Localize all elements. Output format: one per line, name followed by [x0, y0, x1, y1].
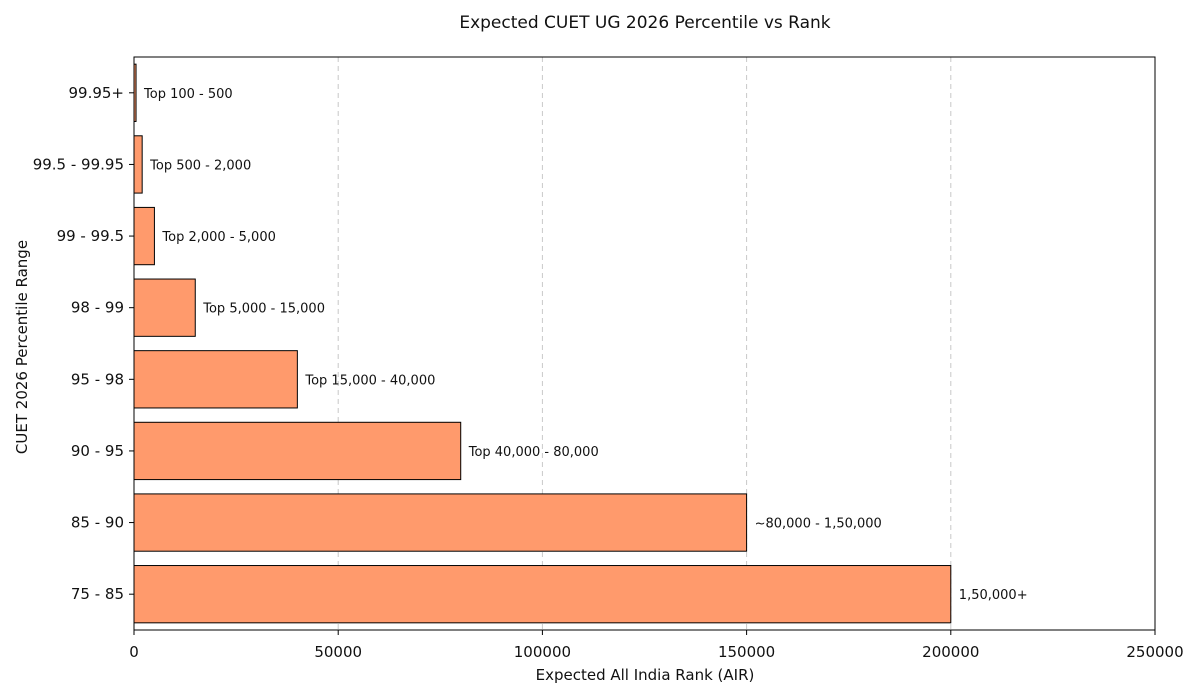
y-tick-label: 99.95+	[68, 84, 124, 102]
bar	[133, 135, 143, 194]
y-axis-ticks: 99.95+ 99.5 - 99.95 99 - 99.5 98 - 99 95 - 9…	[33, 84, 134, 603]
y-tick-label: 99.5 - 99.95	[33, 155, 124, 173]
chart-title: Expected CUET UG 2026 Percentile vs Rank	[459, 13, 830, 33]
bar	[133, 421, 462, 481]
bar-value-label: Top 40,000 - 80,000	[468, 445, 599, 460]
x-tick-label: 250000	[1126, 643, 1183, 661]
bar-value-label: Top 15,000 - 40,000	[304, 373, 435, 388]
x-axis-label: Expected All India Rank (AIR)	[536, 666, 755, 684]
y-tick-label: 75 - 85	[71, 585, 124, 603]
plot-frame	[133, 56, 1156, 631]
y-tick-label: 99 - 99.5	[57, 227, 124, 245]
y-tick-label: 85 - 90	[71, 514, 124, 532]
bars	[133, 63, 952, 624]
y-tick-label: 90 - 95	[71, 442, 124, 460]
bar	[133, 565, 952, 624]
y-tick-label: 95 - 98	[71, 370, 124, 388]
x-tick-label: 150000	[718, 643, 775, 661]
bar-labels: Top 100 - 500 Top 500 - 2,000 Top 2,000 - …	[143, 87, 1028, 603]
bar-value-label: ~80,000 - 1,50,000	[755, 517, 882, 532]
bar-value-label: Top 2,000 - 5,000	[161, 230, 275, 245]
bar-value-label: Top 5,000 - 15,000	[202, 302, 325, 317]
y-tick-label: 98 - 99	[71, 299, 124, 317]
bar-value-label: Top 500 - 2,000	[149, 158, 251, 173]
x-tick-label: 50000	[314, 643, 362, 661]
bar	[133, 278, 196, 337]
bar	[133, 350, 298, 409]
x-axis-ticks: 0 50000 100000 150000 200000 250000	[129, 630, 1184, 661]
x-tick-label: 0	[129, 643, 139, 661]
bar	[133, 493, 748, 552]
bar-value-label: 1,50,000+	[959, 588, 1028, 603]
x-tick-label: 200000	[922, 643, 979, 661]
x-tick-label: 100000	[514, 643, 571, 661]
bar-value-label: Top 100 - 500	[143, 87, 233, 102]
y-axis-label: CUET 2026 Percentile Range	[13, 240, 31, 454]
bar	[133, 206, 155, 266]
